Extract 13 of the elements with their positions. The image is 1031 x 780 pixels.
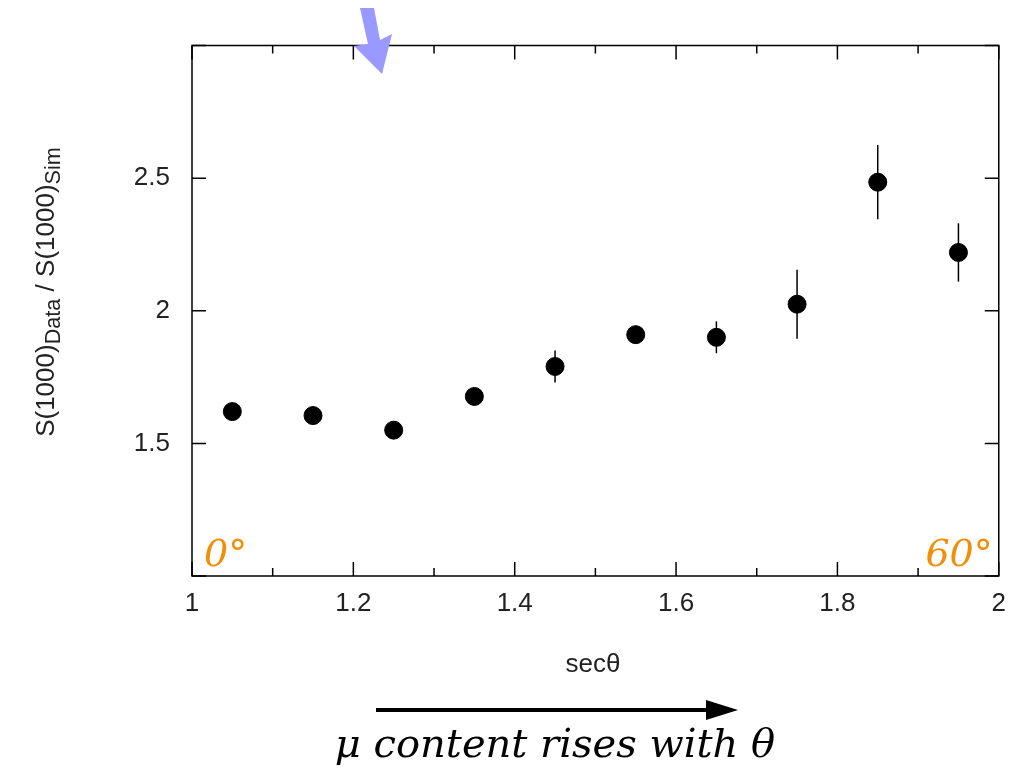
x-axis-title: secθ	[565, 648, 621, 679]
text: μ content rises with θ	[334, 720, 776, 766]
x-tick-label: 1.2	[335, 586, 372, 617]
x-tick-label: 1.4	[496, 586, 533, 617]
y-tick-label: 2	[155, 293, 170, 324]
annotation: 60°	[925, 531, 993, 575]
x-tick-label: 1.8	[819, 586, 856, 617]
x-tick-label: 2	[991, 586, 1006, 617]
x-tick-label: 1.6	[657, 586, 695, 617]
y-tick-label: 1.5	[133, 426, 170, 457]
y-tick-label: 2.5	[133, 161, 170, 192]
x-tick-label: 1	[184, 586, 200, 617]
annotation: 0°	[204, 531, 248, 575]
